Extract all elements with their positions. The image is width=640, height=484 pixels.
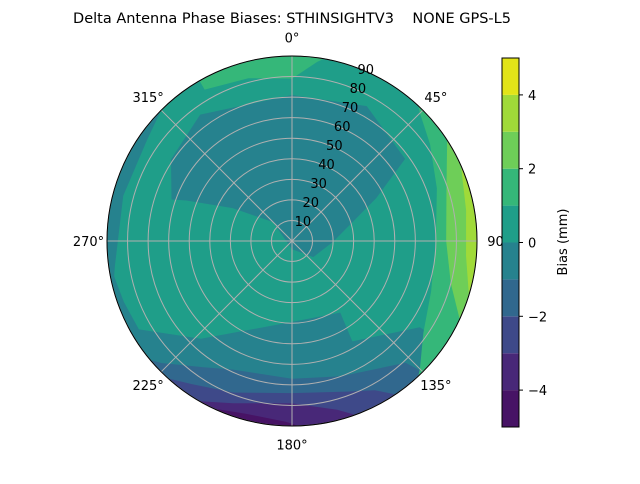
radial-tick-label: 10 [295, 215, 312, 230]
colorbar-band [502, 353, 519, 391]
colorbar-band [502, 131, 519, 169]
colorbar-tick-label: 0 [528, 237, 536, 252]
colorbar-band [502, 279, 519, 317]
angular-gridline [160, 109, 293, 242]
angular-gridline [291, 109, 424, 242]
radial-tick-label: 90 [358, 63, 375, 78]
radial-tick-labels: 10 20 30 40 50 60 70 80 90 [295, 63, 374, 230]
colorbar-band [502, 94, 519, 132]
angular-tick-label: 90 [487, 235, 504, 250]
colorbar-band [502, 58, 519, 95]
colorbar-label: Bias (mm) [556, 209, 571, 276]
angular-tick-label: 315° [132, 91, 163, 106]
radial-tick-label: 30 [310, 177, 327, 192]
radial-tick-label: 40 [318, 158, 335, 173]
angular-gridline [291, 240, 424, 373]
angular-tick-label: 45° [424, 91, 447, 106]
contour-region-0 [171, 95, 406, 258]
radial-tick-label: 20 [302, 196, 319, 211]
angular-tick-label: 0° [285, 32, 300, 47]
polar-grid [106, 55, 478, 427]
colorbar-tick-label: −4 [528, 384, 547, 399]
angular-tick-label: 180° [276, 439, 307, 454]
angular-gridline [160, 240, 293, 373]
angular-tick-labels: 0° 45° 90 135° 180° 225° 270° 315° [73, 32, 504, 454]
chart-title: Delta Antenna Phase Biases: STHINSIGHTV3… [73, 11, 511, 27]
angular-tick-label: 270° [73, 235, 104, 250]
colorbar: −4 −2 0 2 4 [501, 57, 547, 428]
colorbar-band [502, 242, 519, 280]
colorbar-tick-label: −2 [528, 310, 547, 325]
angular-tick-label: 135° [420, 379, 451, 394]
colorbar-band [502, 168, 519, 206]
colorbar-band [502, 205, 519, 243]
angular-tick-label: 225° [132, 379, 163, 394]
radial-tick-label: 60 [334, 120, 351, 135]
radial-tick-label: 70 [342, 101, 359, 116]
contour-region-2 [107, 90, 162, 297]
radial-tick-label: 80 [350, 82, 367, 97]
polar-frame [106, 55, 478, 427]
colorbar-tick-label: 2 [528, 163, 536, 178]
colorbar-tick-label: 4 [528, 89, 536, 104]
colorbar-band [502, 316, 519, 354]
radial-tick-label: 50 [326, 139, 343, 154]
colorbar-band [502, 390, 519, 427]
